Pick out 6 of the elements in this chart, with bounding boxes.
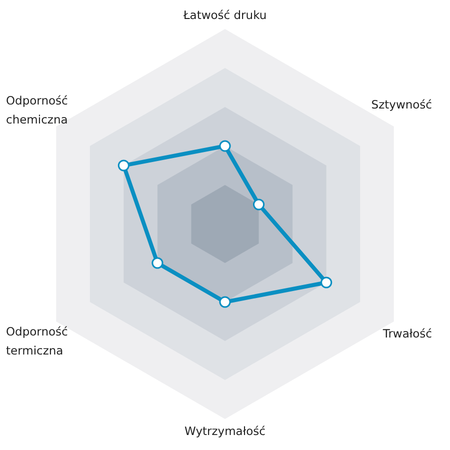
spoke-label: Trwałość [382, 326, 432, 340]
spoke-label: Łatwość druku [182, 8, 267, 22]
spoke-label: Odporność chemiczna [6, 94, 68, 126]
spoke-label: Odporność termiczna [6, 324, 68, 358]
spoke-label: Wytrzymałość [184, 424, 266, 438]
spoke-label: Sztywność [371, 98, 432, 112]
